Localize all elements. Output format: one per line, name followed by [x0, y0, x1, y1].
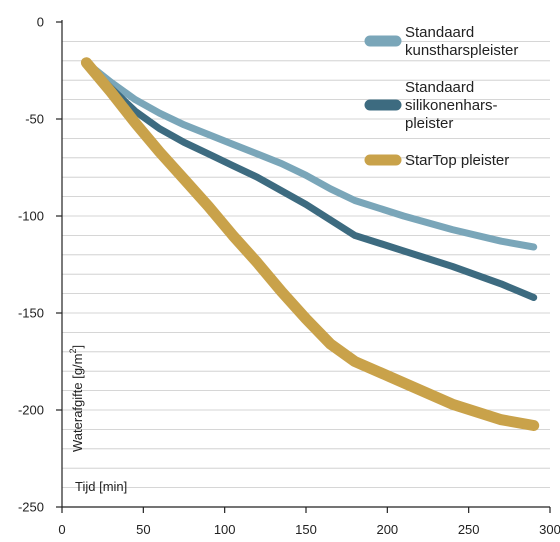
y-tick-label: -50 [25, 112, 44, 127]
y-tick-label: -150 [18, 306, 44, 321]
x-tick-label: 0 [58, 522, 65, 537]
x-axis-title: Tijd [min] [75, 479, 127, 494]
y-tick-label: -100 [18, 209, 44, 224]
legend-label-1: Standaard kunstharspleister [405, 24, 518, 59]
y-axis-title: Waterafgifte [g/m2] [68, 345, 85, 452]
legend-label-2: Standaard silikonenhars-pleister [405, 79, 498, 132]
series-lines [80, 57, 540, 431]
series-line-1 [82, 59, 538, 251]
legend-label-3: StarTop pleister [405, 152, 509, 169]
x-tick-label: 50 [136, 522, 150, 537]
y-tick-label: -200 [18, 403, 44, 418]
x-tick-label: 250 [458, 522, 480, 537]
y-tick-label: 0 [37, 15, 44, 30]
y-tick-label: -250 [18, 500, 44, 515]
x-tick-label: 150 [295, 522, 317, 537]
series-line-2 [82, 59, 538, 301]
axes: 0 -50 -100 -150 -200 -250 0 50 100 150 200 250 300 [18, 15, 560, 538]
x-tick-label: 300 [539, 522, 560, 537]
x-tick-label: 100 [214, 522, 236, 537]
legend: Standaard kunstharspleister Standaard silik… [364, 24, 518, 169]
series-line-3 [80, 57, 540, 431]
x-tick-label: 200 [376, 522, 398, 537]
